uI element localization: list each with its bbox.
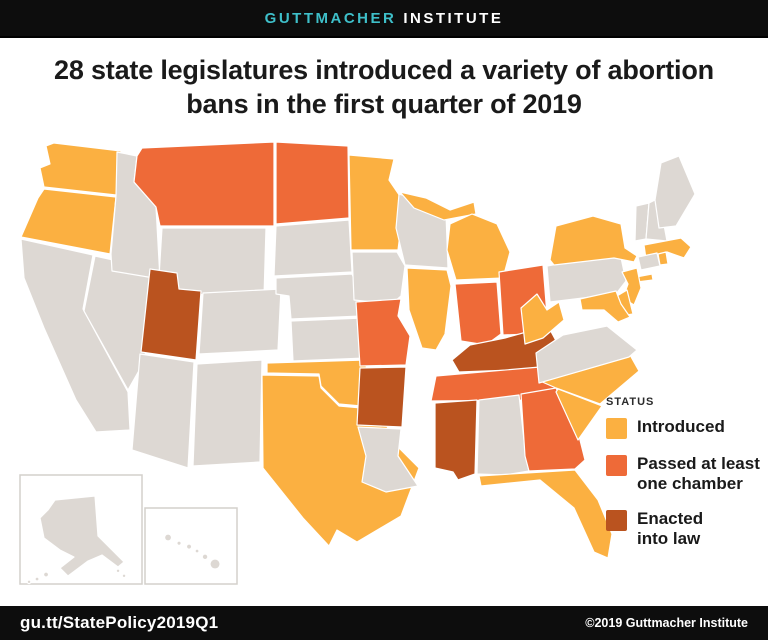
legend-label-introduced: Introduced [637, 417, 725, 436]
state-MO [355, 298, 411, 367]
legend-title: STATUS [606, 396, 655, 408]
state-SC [555, 388, 603, 441]
state-MI [446, 213, 511, 281]
state-IL [406, 267, 452, 351]
state-CO [198, 288, 282, 355]
legend-item-passed: Passed at least one chamber [606, 454, 766, 494]
brand-name-primary: GUTTMACHER [264, 9, 397, 27]
legend-label-passed: Passed at least one chamber [637, 454, 760, 494]
header-bar: GUTTMACHER INSTITUTE [0, 0, 768, 38]
state-SD [273, 219, 353, 277]
state-MS [434, 399, 478, 481]
legend-label-enacted: Enacted into law [637, 509, 704, 549]
state-ME [654, 155, 696, 229]
state-ND [275, 141, 350, 225]
state-IN [454, 281, 502, 346]
state-FL [478, 469, 613, 559]
state-MI [399, 191, 477, 221]
state-NY [549, 215, 638, 266]
state-VA [535, 325, 638, 384]
state-WV [520, 293, 565, 345]
state-MT [133, 141, 275, 227]
state-HI [163, 533, 221, 570]
state-AK [26, 495, 127, 585]
state-OR [20, 188, 117, 255]
map-legend: STATUS Introduced Passed at least one cha… [606, 396, 766, 564]
us-choropleth-map [19, 141, 696, 585]
legend-items: Introduced Passed at least one chamber Ena… [606, 417, 766, 549]
state-NE [275, 273, 363, 320]
page-title: 28 state legislatures introduced a varie… [54, 55, 714, 119]
title-block: 28 state legislatures introduced a varie… [0, 38, 768, 138]
state-CA [20, 238, 131, 433]
legend-item-enacted: Enacted into law [606, 509, 766, 549]
state-MD [579, 290, 631, 323]
legend-swatch-enacted [606, 510, 627, 532]
state-AZ [131, 353, 195, 469]
state-CT [637, 252, 661, 271]
legend-swatch-introduced [606, 418, 627, 439]
map-area: STATUS Introduced Passed at least one cha… [0, 138, 768, 600]
state-LA [357, 426, 419, 493]
state-NM [192, 359, 263, 467]
state-IA [351, 251, 406, 305]
footer-link[interactable]: gu.tt/StatePolicy2019Q1 [20, 613, 219, 632]
brand-name-secondary: INSTITUTE [403, 9, 504, 27]
footer-bar: gu.tt/StatePolicy2019Q1 ©2019 Guttmacher… [0, 606, 768, 640]
state-WA [39, 142, 122, 196]
state-UT [140, 268, 202, 361]
state-KS [290, 317, 367, 362]
state-AL [476, 394, 530, 476]
state-AR [356, 366, 407, 428]
state-MN [348, 154, 405, 251]
legend-item-introduced: Introduced [606, 417, 766, 439]
footer-copyright: ©2019 Guttmacher Institute [585, 616, 748, 630]
legend-swatch-passed [606, 455, 627, 476]
